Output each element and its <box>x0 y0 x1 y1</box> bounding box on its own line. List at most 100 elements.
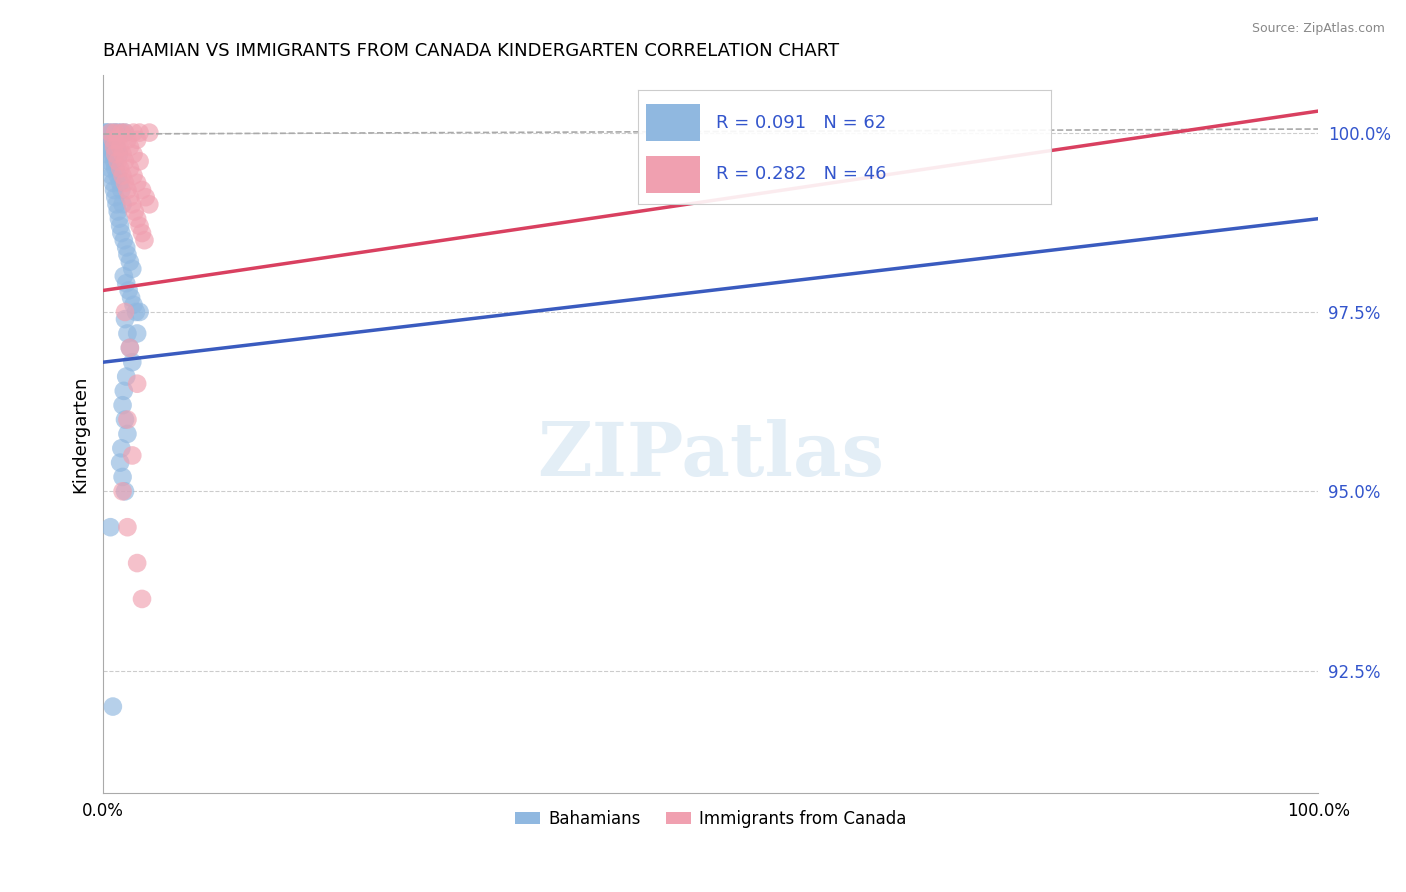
Point <box>118 341 141 355</box>
Point <box>114 176 136 190</box>
Point <box>117 326 139 341</box>
Point <box>122 147 145 161</box>
Point <box>121 261 143 276</box>
Point <box>103 140 125 154</box>
Point <box>103 133 125 147</box>
Point <box>108 176 131 190</box>
Point <box>131 183 153 197</box>
Point <box>98 126 121 140</box>
Text: Source: ZipAtlas.com: Source: ZipAtlas.com <box>1251 22 1385 36</box>
Point <box>122 126 145 140</box>
Legend: Bahamians, Immigrants from Canada: Bahamians, Immigrants from Canada <box>509 803 912 835</box>
Point <box>112 233 135 247</box>
Point <box>128 126 150 140</box>
Point <box>120 291 142 305</box>
Point <box>111 197 134 211</box>
Point <box>128 305 150 319</box>
Point <box>122 298 145 312</box>
Point <box>101 176 124 190</box>
Point <box>111 169 134 183</box>
Point <box>117 520 139 534</box>
Point <box>100 126 122 140</box>
Point <box>121 197 143 211</box>
Point <box>131 591 153 606</box>
Point <box>110 126 132 140</box>
Point <box>121 355 143 369</box>
Point <box>118 190 141 204</box>
Point <box>111 398 134 412</box>
Point <box>118 140 141 154</box>
Point <box>121 449 143 463</box>
Y-axis label: Kindergarten: Kindergarten <box>72 376 89 492</box>
Point <box>111 147 134 161</box>
Point <box>127 326 149 341</box>
Point <box>108 140 131 154</box>
Point <box>115 369 138 384</box>
Point <box>107 169 129 183</box>
Point <box>108 456 131 470</box>
Point <box>135 190 157 204</box>
Point <box>110 183 132 197</box>
Point <box>124 204 146 219</box>
Point <box>104 190 127 204</box>
Point <box>114 154 136 169</box>
Point <box>118 254 141 268</box>
Point <box>111 484 134 499</box>
Point <box>138 126 160 140</box>
Point <box>108 147 131 161</box>
Point <box>100 169 122 183</box>
Point <box>103 183 125 197</box>
Point <box>100 140 122 154</box>
Point <box>107 126 129 140</box>
Point <box>104 147 127 161</box>
Point <box>122 169 145 183</box>
Point <box>127 176 149 190</box>
Point <box>112 384 135 398</box>
Point <box>105 140 128 154</box>
Text: BAHAMIAN VS IMMIGRANTS FROM CANADA KINDERGARTEN CORRELATION CHART: BAHAMIAN VS IMMIGRANTS FROM CANADA KINDE… <box>103 42 839 60</box>
Point <box>101 147 124 161</box>
Point <box>100 133 122 147</box>
Point <box>117 133 139 147</box>
Point <box>96 126 118 140</box>
Text: ZIPatlas: ZIPatlas <box>537 419 884 492</box>
Point <box>108 161 131 176</box>
Point <box>127 376 149 391</box>
Point <box>110 226 132 240</box>
Point <box>96 140 118 154</box>
Point <box>134 233 156 247</box>
Point <box>104 161 127 176</box>
Point <box>117 183 139 197</box>
Point <box>114 312 136 326</box>
Point <box>107 204 129 219</box>
Point <box>125 305 148 319</box>
Point <box>115 240 138 254</box>
Point <box>103 154 125 169</box>
Point <box>127 556 149 570</box>
Point <box>114 484 136 499</box>
Point <box>114 305 136 319</box>
Point <box>108 219 131 233</box>
Point <box>101 699 124 714</box>
Point <box>101 126 124 140</box>
Point <box>118 341 141 355</box>
Point <box>118 161 141 176</box>
Point <box>101 133 124 147</box>
Point <box>117 412 139 426</box>
Point <box>127 211 149 226</box>
Point <box>104 126 127 140</box>
Point <box>98 154 121 169</box>
Point <box>108 211 131 226</box>
Point <box>107 154 129 169</box>
Point <box>117 247 139 261</box>
Point <box>114 126 136 140</box>
Point <box>97 133 120 147</box>
Point <box>110 126 132 140</box>
Point <box>97 147 120 161</box>
Point <box>114 412 136 426</box>
Point <box>115 277 138 291</box>
Point <box>127 133 149 147</box>
Point <box>100 520 122 534</box>
Point <box>114 126 136 140</box>
Point <box>128 154 150 169</box>
